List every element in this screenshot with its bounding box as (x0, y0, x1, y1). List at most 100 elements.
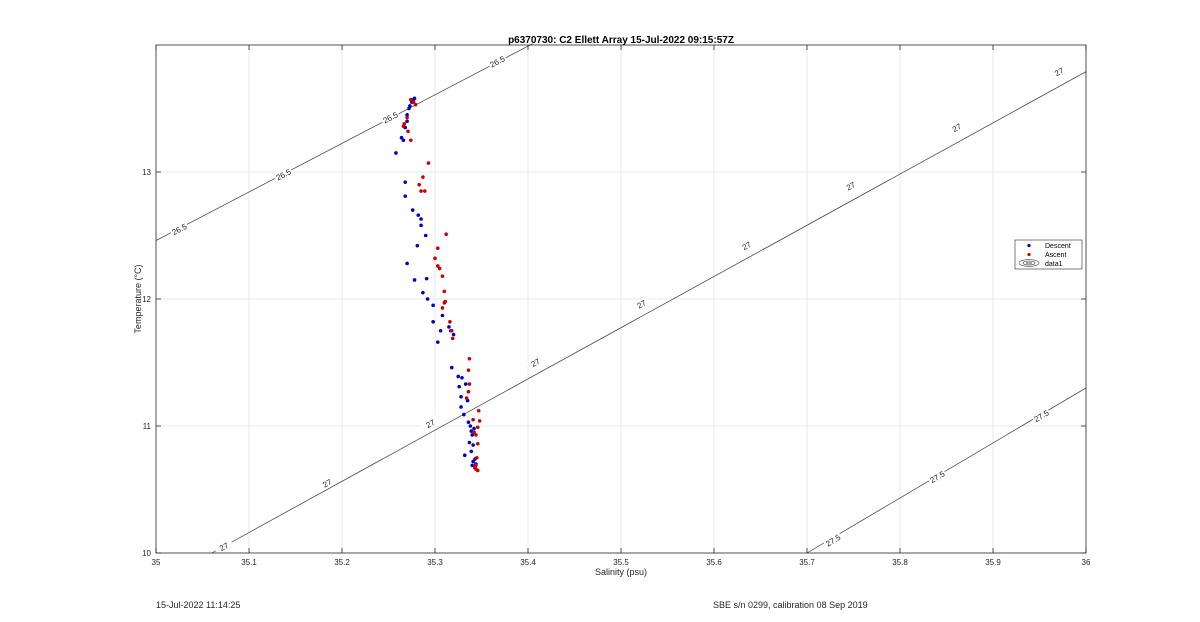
y-tick-label: 10 (142, 549, 151, 558)
contour-line (155, 43, 533, 241)
descent-point (416, 213, 421, 217)
descent-point (405, 261, 409, 266)
contour-label-gap (736, 236, 757, 255)
ascent-point (466, 389, 471, 394)
x-tick-label: 35.5 (613, 558, 629, 567)
y-axis-label: Temperature (°C) (133, 264, 143, 333)
descent-point (459, 405, 463, 409)
descent-point (401, 138, 406, 143)
descent-point (440, 313, 445, 318)
descent-point (462, 412, 466, 417)
ascent-point (413, 102, 418, 107)
ascent-point (476, 408, 481, 413)
legend-descent-marker (1027, 243, 1031, 248)
contour-label-gap (316, 474, 338, 492)
ascent-point (475, 455, 479, 460)
ascent-point (449, 328, 454, 333)
descent-point (415, 243, 420, 248)
descent-point (451, 332, 456, 337)
ascent-point (442, 301, 447, 305)
density-contours: 26.526.526.526.527272727272727272727.527… (155, 43, 1087, 556)
ascent-point (471, 417, 475, 422)
descent-point (447, 325, 451, 329)
contour-label-gap (822, 531, 844, 550)
ascent-point (466, 368, 471, 372)
ascent-point (433, 256, 437, 261)
ascent-point (419, 189, 423, 193)
descent-point (457, 384, 461, 389)
contour-label-gap (1048, 62, 1070, 81)
chart-title: p6370730: C2 Ellett Array 15-Jul-2022 09… (508, 35, 734, 46)
legend-ascent-marker (1027, 252, 1031, 257)
legend-descent-label: Descent (1045, 243, 1071, 250)
ascent-point (477, 419, 482, 423)
ascent-point (402, 121, 407, 126)
descent-point (403, 180, 408, 184)
descent-point (399, 135, 404, 140)
descent-point (408, 104, 412, 108)
descent-point (435, 340, 440, 344)
descent-point (460, 375, 464, 380)
descent-point (403, 194, 408, 198)
contour-label-gap (926, 467, 948, 486)
descent-point (405, 113, 409, 117)
x-axis-label: Salinity (psu) (595, 567, 647, 577)
contour-label-gap (840, 177, 862, 195)
ascent-point (426, 161, 431, 165)
descent-point (462, 453, 467, 458)
descent-point (424, 276, 429, 281)
x-tick-label: 35.2 (334, 558, 350, 567)
descent-point (469, 449, 474, 454)
ascent-point (437, 266, 442, 271)
descent-point (438, 328, 443, 333)
ascent-point (411, 100, 416, 104)
descent-point (419, 217, 423, 221)
ascent-point (421, 175, 425, 179)
ascent-point (409, 97, 413, 102)
x-tick-label: 35.8 (892, 558, 908, 567)
descent-point (449, 365, 454, 370)
ascent-point (467, 382, 472, 386)
ascent-point (474, 433, 478, 437)
y-tick-label: 13 (142, 168, 151, 177)
descent-point (463, 382, 468, 386)
ascent-point (450, 336, 455, 341)
legend-data1-label: data1 (1045, 261, 1063, 268)
y-tick-label: 11 (143, 422, 152, 431)
descent-point (470, 433, 475, 437)
descent-point (472, 426, 476, 431)
legend: Descent Ascent data1 (1014, 239, 1083, 270)
descent-point (456, 374, 461, 379)
x-tick-label: 35.7 (799, 558, 815, 567)
descent-point (425, 297, 430, 301)
ascent-point (409, 138, 413, 143)
ascent-point (406, 129, 410, 134)
contour-label-gap (1031, 406, 1052, 425)
descent-point (431, 303, 435, 308)
y-tick-label: 12 (142, 295, 151, 304)
ascent-point (448, 320, 452, 324)
ascent-point (442, 289, 447, 294)
contour-label-gap (631, 295, 652, 313)
ascent-point (440, 274, 445, 278)
grid-lines (156, 45, 1086, 553)
ascent-point (467, 356, 472, 361)
descent-point (471, 443, 475, 447)
descent-point (410, 208, 415, 212)
legend-ascent-label: Ascent (1045, 252, 1066, 259)
descent-point (468, 424, 473, 428)
timestamp-footer: 15-Jul-2022 11:14:25 (156, 600, 241, 610)
ascent-point (422, 189, 427, 193)
ascent-point (405, 115, 409, 120)
ascent-point (475, 425, 480, 430)
calibration-footer: SBE s/n 0299, calibration 08 Sep 2019 (713, 600, 868, 610)
descent-point (466, 420, 471, 424)
x-tick-label: 35.9 (985, 558, 1001, 567)
data-points (394, 96, 482, 473)
x-tick-label: 35.4 (520, 558, 536, 567)
contour-label-gap (213, 537, 235, 556)
descent-point (412, 278, 417, 282)
x-tick-label: 35.1 (241, 558, 257, 567)
descent-point (471, 459, 475, 464)
legend-box (1014, 239, 1083, 270)
